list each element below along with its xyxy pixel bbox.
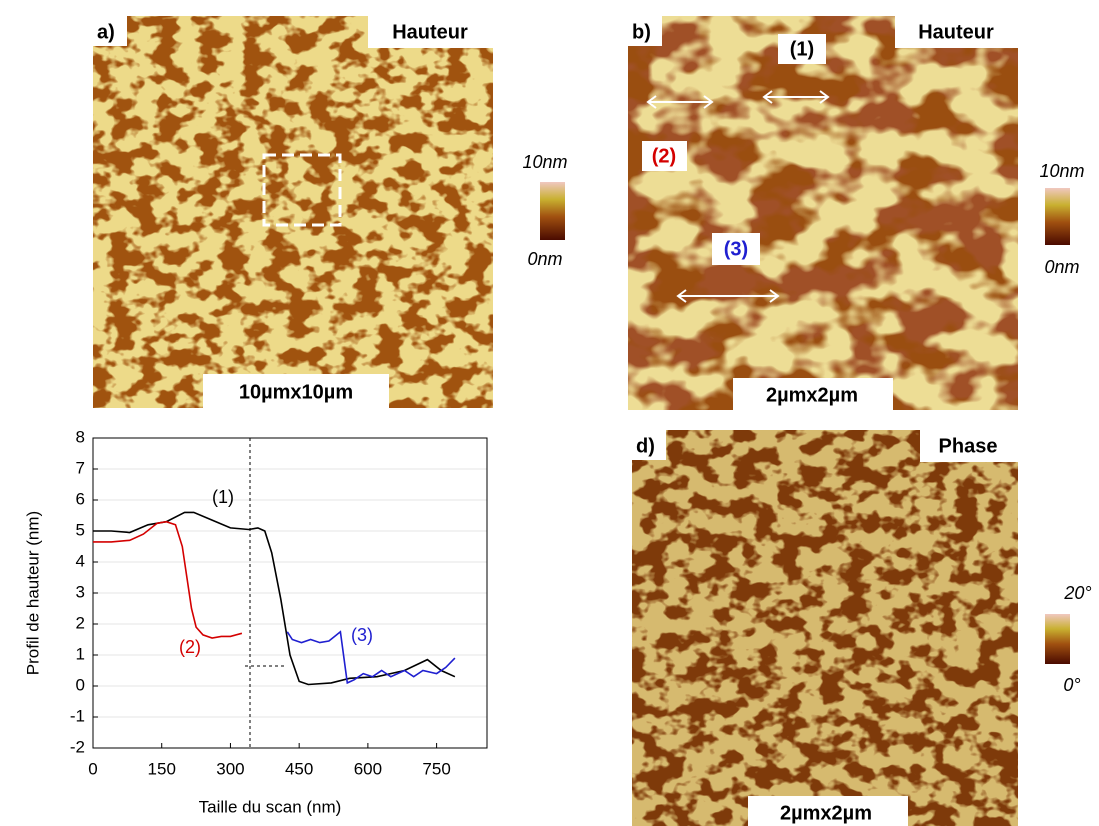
scale-label: 2µmx2µm (766, 384, 858, 406)
panel-d: d) Phase 2µmx2µm 20° 0° (632, 430, 1092, 826)
label-bg (628, 16, 662, 46)
colorbar-max: 10nm (1039, 161, 1084, 181)
colorbar (540, 182, 565, 240)
colorbar (1045, 188, 1070, 245)
profile-line (93, 520, 243, 639)
series-label: (3) (351, 625, 373, 645)
tag-bg (368, 16, 493, 48)
afm-texture (632, 430, 1018, 826)
y-tick-label: 0 (76, 675, 85, 694)
profile-marker: (2) (652, 145, 676, 167)
panel-label: d) (636, 435, 655, 457)
afm-texture (628, 16, 1018, 410)
label-bg (632, 430, 666, 460)
profile-marker: (3) (724, 238, 748, 260)
panel-tag: Phase (939, 435, 998, 457)
marker-bg (778, 34, 826, 64)
y-tick-label: -1 (70, 706, 85, 725)
afm-texture (93, 16, 493, 408)
x-tick-label: 300 (216, 759, 244, 778)
profile-line (286, 630, 456, 685)
y-tick-label: 6 (76, 489, 85, 508)
y-tick-label: 4 (76, 551, 85, 570)
colorbar-min: 0nm (1044, 257, 1079, 277)
colorbar-max: 20° (1063, 583, 1091, 603)
marker-bg (642, 141, 687, 171)
panel-a: a) Hauteur 10µmx10µm 10nm 0nm (93, 16, 568, 408)
label-bg (93, 16, 127, 46)
y-tick-label: 2 (76, 613, 85, 632)
x-tick-label: 450 (285, 759, 313, 778)
series-label: (1) (212, 487, 234, 507)
scale-label: 10µmx10µm (239, 381, 353, 403)
y-axis-title: Profil de hauteur (nm) (23, 511, 42, 675)
colorbar-min: 0nm (527, 249, 562, 269)
y-tick-label: -2 (70, 737, 85, 756)
colorbar-min: 0° (1063, 675, 1080, 695)
scale-label: 2µmx2µm (780, 802, 872, 824)
y-tick-label: 3 (76, 582, 85, 601)
x-tick-label: 600 (354, 759, 382, 778)
panel-b: b) Hauteur (1) (2) (3) 2µmx2µm 10nm 0nm (628, 16, 1085, 410)
profile-marker: (1) (790, 38, 814, 60)
x-axis-title: Taille du scan (nm) (199, 797, 342, 816)
colorbar (1045, 614, 1070, 664)
profile-arrows (646, 90, 830, 303)
profile-line (93, 511, 456, 686)
tag-bg (895, 16, 1018, 48)
scale-bg (733, 378, 893, 410)
y-tick-label: 5 (76, 520, 85, 539)
zoom-box (262, 153, 342, 227)
scale-bg (748, 796, 908, 826)
x-tick-label: 0 (88, 759, 97, 778)
y-tick-label: 8 (76, 427, 85, 446)
colorbar-max: 10nm (522, 152, 567, 172)
x-tick-label: 750 (422, 759, 450, 778)
panel-tag: Hauteur (392, 21, 468, 43)
panel-tag: Hauteur (918, 21, 994, 43)
y-tick-label: 7 (76, 458, 85, 477)
profile-chart: Taille du scan (nm) Profil de hauteur (n… (23, 427, 488, 816)
series-label: (2) (179, 637, 201, 657)
scale-bg (203, 374, 389, 408)
marker-bg (712, 233, 760, 265)
tag-bg (920, 430, 1018, 462)
y-tick-label: 1 (76, 644, 85, 663)
plot-frame (92, 437, 488, 749)
x-tick-label: 150 (148, 759, 176, 778)
panel-label: b) (632, 21, 651, 43)
panel-label: a) (97, 21, 115, 43)
